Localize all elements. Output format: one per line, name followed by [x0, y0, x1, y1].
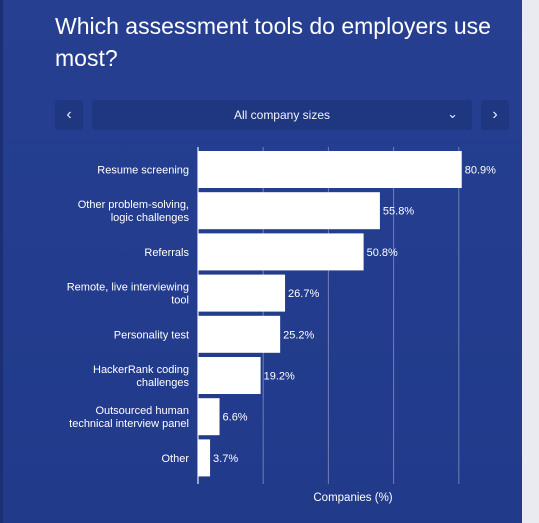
category-label: Other problem-solving, — [78, 199, 189, 211]
bar — [198, 357, 261, 394]
bar — [198, 398, 220, 436]
category-label: Outsourced human — [95, 405, 189, 417]
data-label: 3.7% — [213, 453, 238, 465]
category-label: challenges — [136, 377, 189, 389]
category-label: tool — [171, 295, 189, 307]
category-label: Other — [161, 453, 189, 465]
category-label: Resume screening — [97, 165, 189, 177]
data-label: 25.2% — [283, 329, 314, 341]
category-label: Remote, live interviewing — [67, 282, 189, 294]
x-axis-label: Companies (%) — [313, 492, 392, 504]
company-size-dropdown[interactable]: All company sizes ⌄ — [92, 100, 472, 130]
category-label: HackerRank coding — [93, 364, 189, 376]
data-label: 55.8% — [383, 206, 414, 218]
chevron-left-icon: ‹ — [66, 106, 72, 123]
bar — [198, 151, 462, 188]
category-label: technical interview panel — [69, 418, 189, 430]
data-label: 19.2% — [264, 371, 295, 383]
data-label: 80.9% — [465, 165, 496, 177]
bar — [198, 233, 364, 271]
chevron-right-icon: › — [492, 106, 498, 123]
category-label: logic challenges — [111, 212, 190, 224]
left-edge — [0, 0, 3, 523]
bar — [198, 315, 281, 353]
right-edge — [522, 0, 539, 523]
chart-title: Which assessment tools do employers use … — [55, 13, 491, 71]
dropdown-selected-value: All company sizes — [233, 108, 331, 122]
data-label: 26.7% — [288, 288, 319, 300]
bar — [198, 439, 211, 477]
data-label: 6.6% — [223, 412, 248, 424]
data-label: 50.8% — [367, 247, 398, 259]
next-button[interactable]: › — [481, 100, 509, 130]
chevron-down-icon: ⌄ — [447, 106, 458, 121]
category-label: Personality test — [114, 329, 189, 341]
bar — [198, 274, 286, 312]
category-label: Referrals — [144, 247, 189, 259]
bar — [198, 192, 380, 230]
previous-button[interactable]: ‹ — [55, 100, 83, 130]
